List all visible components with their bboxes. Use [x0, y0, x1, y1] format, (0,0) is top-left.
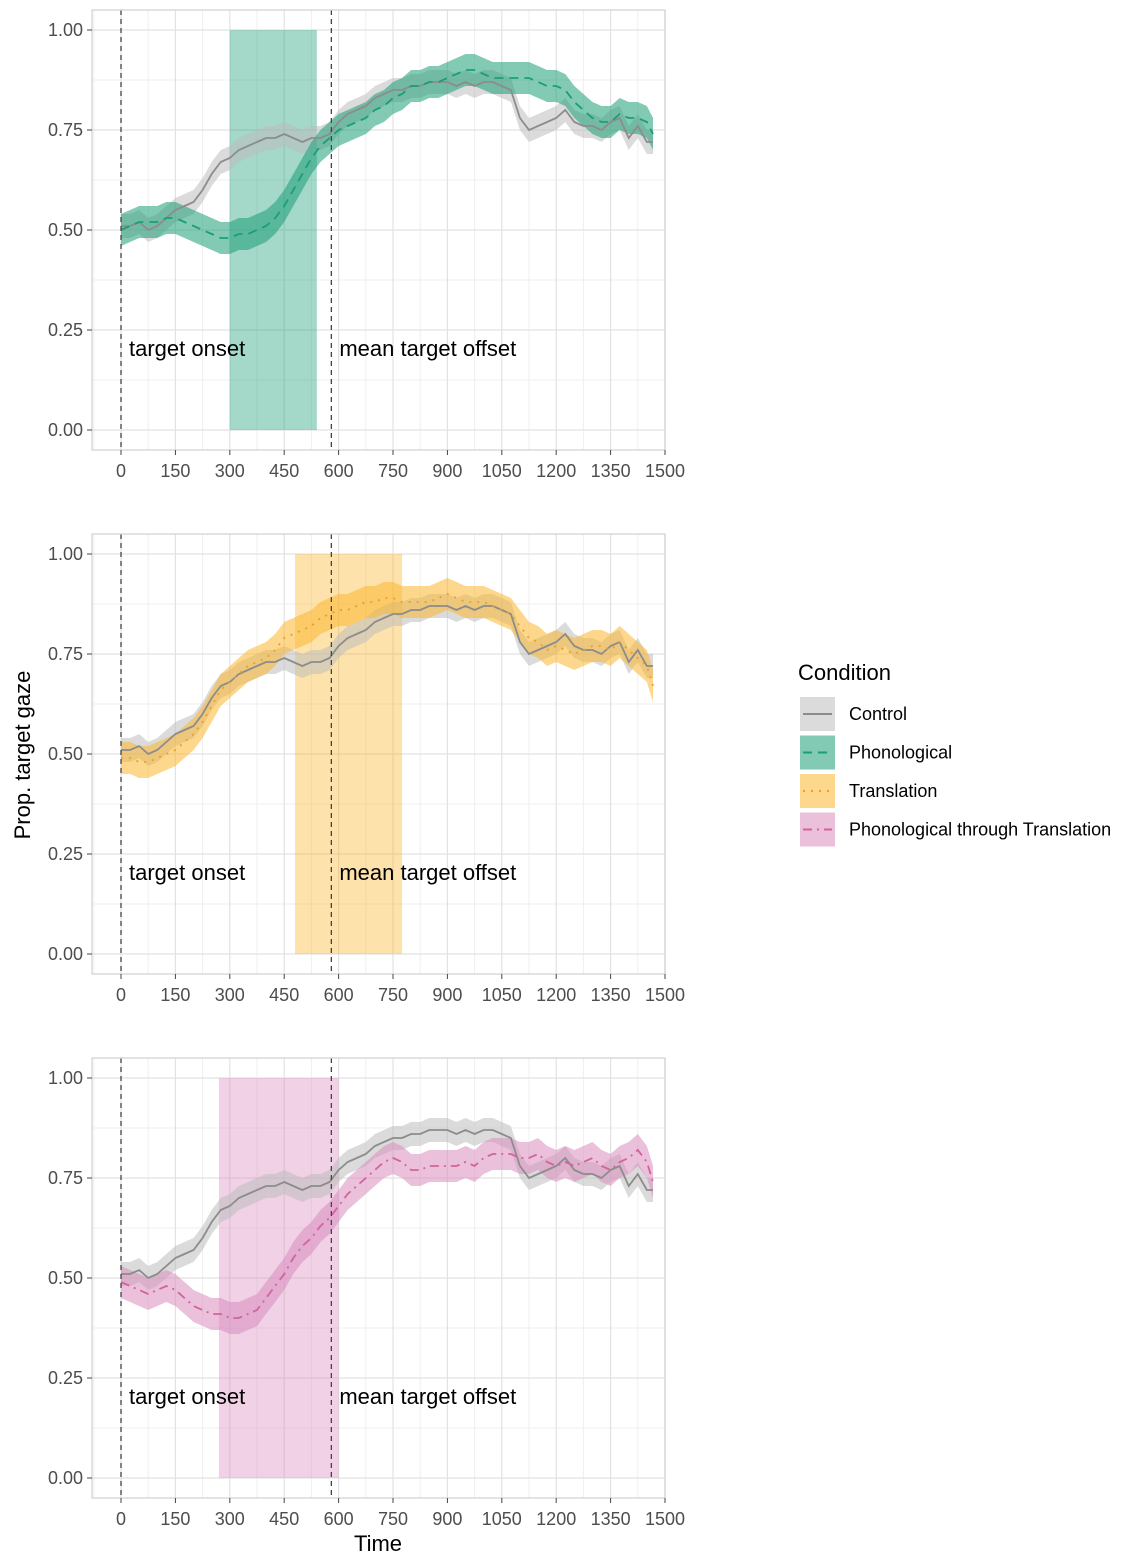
x-tick-label: 750 — [378, 461, 408, 481]
y-tick-label: 0.25 — [48, 320, 83, 340]
x-tick-label: 0 — [116, 1509, 126, 1529]
x-tick-label: 150 — [160, 461, 190, 481]
legend-entry-translation: Translation — [800, 774, 937, 808]
x-tick-label: 900 — [432, 985, 462, 1005]
axis-ticks: 0 150 300 450 600 750 900 1050 1200 1350 1500 0.00 0… — [48, 20, 685, 481]
x-tick-label: 1500 — [645, 985, 685, 1005]
x-tick-label: 1050 — [482, 985, 522, 1005]
x-tick-label: 1500 — [645, 461, 685, 481]
y-tick-label: 1.00 — [48, 544, 83, 564]
x-tick-label: 300 — [215, 1509, 245, 1529]
legend-label: Phonological — [849, 743, 952, 763]
offset-annotation: mean target offset — [339, 860, 516, 885]
legend-title: Condition — [798, 660, 891, 685]
series-line-control — [121, 1129, 654, 1280]
legend-entry-phonological: Phonological — [800, 735, 952, 770]
y-tick-label: 0.75 — [48, 120, 83, 140]
y-tick-label: 1.00 — [48, 20, 83, 40]
x-tick-label: 600 — [324, 1509, 354, 1529]
legend-label: Translation — [849, 781, 937, 801]
x-tick-label: 300 — [215, 461, 245, 481]
ribbon-phonological — [121, 54, 654, 254]
y-axis-label: Prop. target gaze — [10, 671, 35, 840]
onset-annotation: target onset — [129, 1384, 245, 1409]
y-tick-label: 0.75 — [48, 1168, 83, 1188]
x-tick-label: 750 — [378, 985, 408, 1005]
x-tick-label: 300 — [215, 985, 245, 1005]
axis-ticks: 0 150 300 450 600 750 900 1050 1200 1350 1500 0.00 0… — [48, 544, 685, 1005]
legend-entry-phonological-through-translation: Phonological through Translation — [800, 812, 1111, 847]
plot-area — [120, 1078, 654, 1478]
y-tick-label: 0.25 — [48, 844, 83, 864]
series-line-phonological — [120, 69, 654, 239]
legend: Condition Control Phonological Translation… — [798, 660, 1111, 847]
offset-annotation: mean target offset — [339, 336, 516, 361]
onset-annotation: target onset — [129, 336, 245, 361]
ribbon-control — [121, 70, 654, 242]
legend-label: Phonological through Translation — [849, 820, 1111, 840]
x-tick-label: 150 — [160, 1509, 190, 1529]
x-tick-label: 900 — [432, 461, 462, 481]
legend-label: Control — [849, 704, 907, 724]
x-tick-label: 450 — [269, 461, 299, 481]
grid — [92, 10, 666, 450]
y-tick-label: 0.25 — [48, 1368, 83, 1388]
series-line-control — [121, 81, 654, 232]
x-tick-label: 1050 — [482, 461, 522, 481]
y-tick-label: 1.00 — [48, 1068, 83, 1088]
x-tick-label: 750 — [378, 1509, 408, 1529]
x-tick-label: 0 — [116, 985, 126, 1005]
series-line-phonological-through-translation — [120, 1148, 654, 1319]
y-tick-label: 0.50 — [48, 220, 83, 240]
x-axis-label: Time — [354, 1531, 402, 1555]
onset-annotation: target onset — [129, 860, 245, 885]
panel-1: target onset mean target offset 0 150 300 450… — [48, 9, 685, 481]
ribbon-control — [121, 1118, 654, 1290]
x-tick-label: 1350 — [591, 461, 631, 481]
plot-area — [120, 30, 654, 430]
series-line-translation — [121, 593, 654, 763]
x-tick-label: 450 — [269, 985, 299, 1005]
x-tick-label: 1200 — [536, 461, 576, 481]
x-tick-label: 150 — [160, 985, 190, 1005]
panel-2: target onset mean target offset 0 150 300 450… — [48, 533, 685, 1005]
axis-ticks: 0 150 300 450 600 750 900 1050 1200 1350 1500 0.00 0… — [48, 1068, 685, 1529]
legend-entries: Control Phonological Translation Phonologic… — [800, 697, 1111, 847]
y-tick-label: 0.00 — [48, 420, 83, 440]
ribbon-translation — [121, 578, 654, 778]
x-tick-label: 1200 — [536, 1509, 576, 1529]
x-tick-label: 600 — [324, 461, 354, 481]
y-tick-label: 0.75 — [48, 644, 83, 664]
x-tick-label: 1200 — [536, 985, 576, 1005]
x-tick-label: 450 — [269, 1509, 299, 1529]
series-line-control — [121, 605, 654, 756]
x-tick-label: 1050 — [482, 1509, 522, 1529]
y-tick-label: 0.50 — [48, 1268, 83, 1288]
y-tick-label: 0.00 — [48, 1468, 83, 1488]
y-tick-label: 0.00 — [48, 944, 83, 964]
legend-key-fill — [800, 774, 835, 808]
x-tick-label: 900 — [432, 1509, 462, 1529]
legend-entry-control: Control — [800, 697, 907, 731]
panel-3: target onset mean target offset 0 150 300 450… — [48, 1057, 685, 1529]
x-tick-label: 1500 — [645, 1509, 685, 1529]
panels: target onset mean target offset 0 150 300 450… — [48, 9, 685, 1529]
x-tick-label: 1350 — [591, 1509, 631, 1529]
x-tick-label: 1350 — [591, 985, 631, 1005]
x-tick-label: 0 — [116, 461, 126, 481]
y-tick-label: 0.50 — [48, 744, 83, 764]
plot-area — [121, 554, 654, 954]
offset-annotation: mean target offset — [339, 1384, 516, 1409]
x-tick-label: 600 — [324, 985, 354, 1005]
ribbon-phonological-through-translation — [121, 1134, 654, 1334]
